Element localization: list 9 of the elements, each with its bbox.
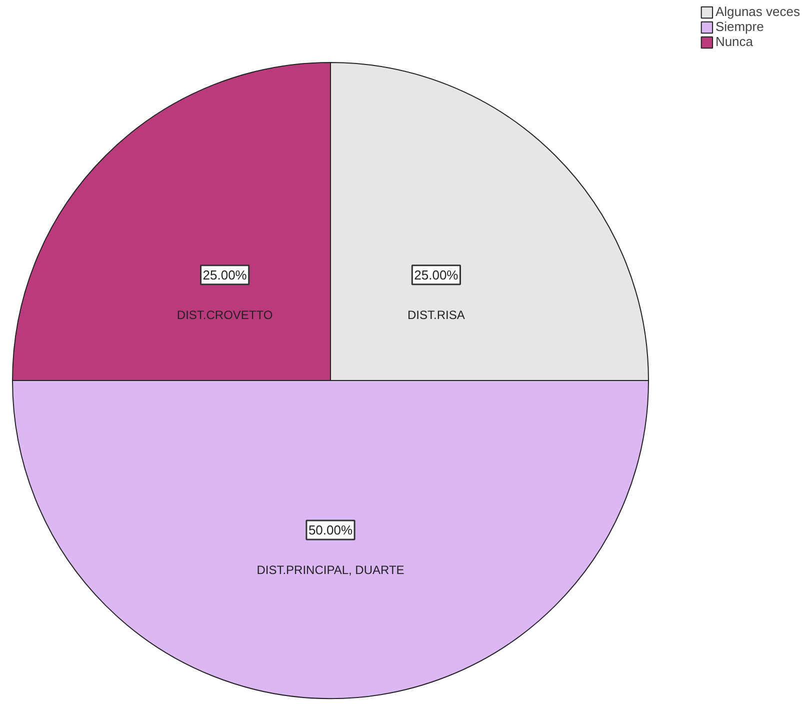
text: DIST.CROVETTO	[176, 308, 273, 322]
legend-label: Siempre	[715, 19, 764, 34]
legend-label: Nunca	[715, 34, 754, 49]
legend-label: Algunas veces	[715, 4, 800, 19]
text: DIST.PRINCIPAL, DUARTE	[256, 562, 404, 577]
data-label: 50.00%	[308, 522, 353, 538]
data-label: 25.00%	[202, 267, 248, 282]
data-label: 25.00%	[414, 267, 459, 282]
text: DIST.RISA	[408, 308, 465, 322]
